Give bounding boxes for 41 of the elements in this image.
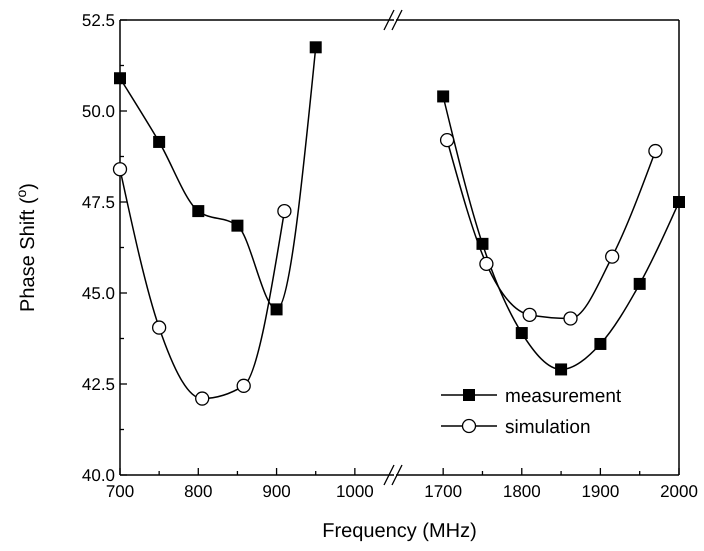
y-tick-label: 47.5: [82, 193, 115, 212]
point: [516, 327, 528, 340]
y-tick-label: 45.0: [82, 284, 115, 303]
point: [112, 162, 128, 176]
x-tick-label: 1900: [581, 482, 620, 501]
point: [231, 220, 244, 232]
legend-label: simulation: [505, 417, 591, 438]
point: [114, 72, 126, 84]
y-tick-label: 42.5: [82, 375, 115, 394]
point: [522, 308, 537, 322]
point: [440, 132, 454, 148]
point: [476, 238, 488, 250]
point: [277, 204, 292, 218]
point: [192, 205, 204, 218]
point: [555, 363, 568, 376]
point: [594, 338, 606, 350]
point: [563, 311, 578, 326]
y-tick-label: 50.0: [82, 102, 115, 121]
x-axis-title: Frequency (MHz): [322, 520, 477, 542]
x-tick-label: 700: [106, 482, 134, 501]
y-tick-label: 52.5: [82, 11, 115, 30]
point: [152, 320, 166, 335]
point: [605, 249, 620, 264]
point: [195, 391, 210, 406]
y-tick-label: 40.0: [82, 466, 115, 485]
point: [479, 256, 494, 272]
x-tick-label: 1800: [502, 482, 541, 501]
x-tick-label: 1700: [424, 482, 462, 501]
x-tick-label: 2000: [660, 482, 698, 501]
x-tick-label: 800: [184, 482, 212, 501]
point: [648, 144, 663, 158]
point: [153, 136, 166, 148]
x-tick-label: 900: [262, 482, 291, 501]
x-tick-label: 1000: [336, 482, 374, 501]
point: [437, 90, 450, 102]
point: [310, 41, 322, 54]
point: [236, 378, 251, 393]
point: [270, 303, 283, 316]
legend-label: measurement: [505, 386, 622, 407]
point: [634, 278, 646, 290]
point: [673, 196, 685, 208]
